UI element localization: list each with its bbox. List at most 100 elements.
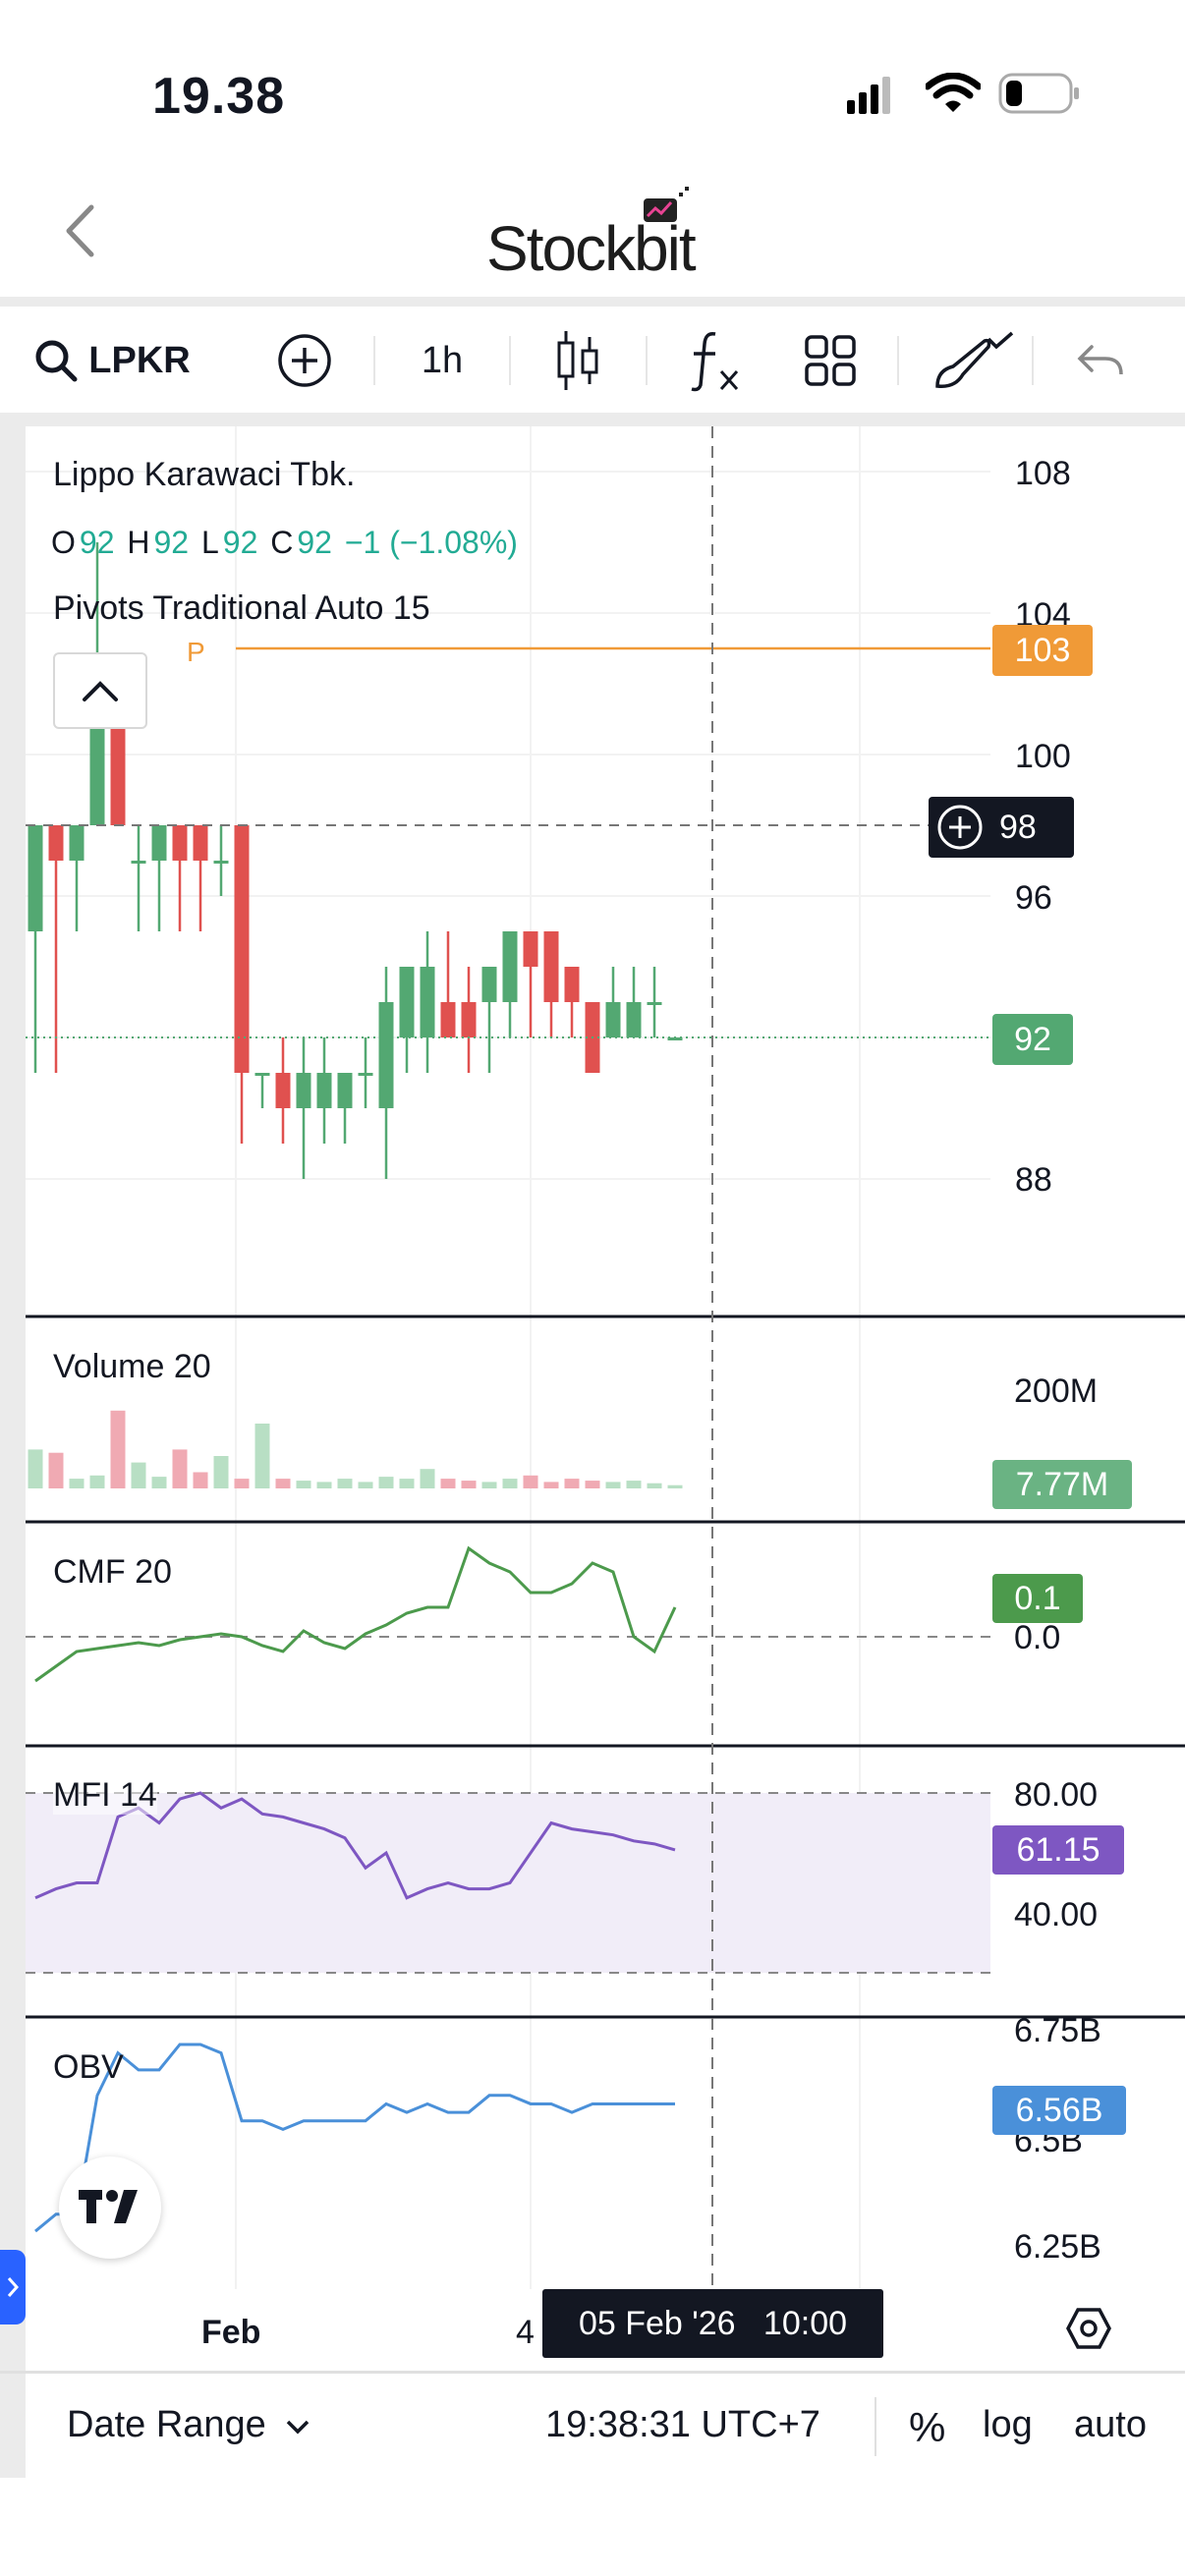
symbol-name: Lippo Karawaci Tbk.	[53, 456, 356, 493]
candle	[69, 825, 85, 931]
volume-bar	[234, 1479, 250, 1488]
date-range-button[interactable]: Date Range	[67, 2404, 311, 2446]
collapse-legend-button[interactable]	[53, 652, 147, 729]
candle	[193, 825, 208, 931]
compare-symbol-button[interactable]	[265, 307, 344, 415]
undo-button[interactable]	[1051, 307, 1150, 415]
volume-bar	[543, 1482, 559, 1488]
tradingview-logo[interactable]	[59, 2156, 161, 2259]
volume-bar	[172, 1449, 188, 1488]
cmf-line	[34, 1545, 677, 1683]
candles-icon	[557, 331, 597, 390]
header-separator	[0, 297, 1185, 307]
volume-bar	[28, 1449, 43, 1488]
volume-bar	[131, 1462, 146, 1488]
ticker-label: LPKR	[88, 339, 191, 381]
volume-bar	[193, 1472, 208, 1488]
candle	[378, 967, 394, 1179]
candle	[605, 967, 621, 1037]
candle	[296, 1037, 311, 1179]
interval-button[interactable]: 1h	[421, 339, 464, 381]
volume-bar	[48, 1452, 64, 1488]
add-alert-icon[interactable]	[934, 802, 986, 853]
candle	[275, 1037, 291, 1144]
last-price-tag: 92	[992, 1014, 1073, 1065]
chart-toolbar: LPKR 1h	[0, 307, 1185, 415]
chart-type-button[interactable]	[536, 307, 619, 415]
volume-bar	[213, 1456, 229, 1488]
candles	[28, 542, 683, 1179]
c-value: 92	[297, 525, 332, 560]
obv-tick: 6.25B	[1014, 2228, 1101, 2266]
crosshair-time-tag: 05 Feb '26 10:00	[542, 2289, 883, 2358]
chevron-down-icon	[287, 2420, 310, 2435]
volume-tag: 7.77M	[992, 1460, 1132, 1509]
volume-bar	[337, 1479, 353, 1488]
l-value: 92	[222, 525, 258, 560]
volume-bar	[626, 1481, 642, 1488]
candle	[399, 967, 415, 1073]
percent-scale-button[interactable]: %	[909, 2404, 946, 2450]
timezone-clock[interactable]: 19:38:31 UTC+7	[545, 2404, 820, 2445]
drawing-tools-button[interactable]	[919, 307, 1027, 415]
tradingview-icon	[79, 2190, 138, 2223]
layout-button[interactable]	[786, 307, 875, 415]
obv-title[interactable]: OBV	[53, 2048, 124, 2086]
o-value: 92	[79, 525, 115, 560]
pivots-legend[interactable]: Pivots Traditional Auto 15	[53, 589, 430, 627]
volume-bar	[316, 1482, 332, 1488]
stockbit-logo: Stockbit	[486, 187, 703, 285]
auto-scale-button[interactable]: auto	[1074, 2404, 1147, 2445]
settings-icon[interactable]	[1066, 2306, 1111, 2351]
log-scale-button[interactable]: log	[983, 2404, 1033, 2445]
candle	[213, 825, 229, 896]
toolbar-separator	[0, 413, 1185, 426]
candle	[234, 825, 250, 1144]
volume-bar	[481, 1482, 497, 1488]
battery-icon	[998, 73, 1079, 114]
price-tick: 108	[1015, 455, 1071, 492]
candle	[543, 931, 559, 1037]
time-label-4: 4	[516, 2314, 535, 2351]
candle	[647, 967, 662, 1037]
candle	[28, 825, 43, 1073]
date-range-label: Date Range	[67, 2404, 266, 2445]
crosshair-price-tag[interactable]: 98	[929, 797, 1074, 858]
time-label-feb: Feb	[201, 2314, 261, 2351]
candle	[440, 931, 456, 1037]
side-panel-toggle[interactable]	[0, 2250, 26, 2324]
candle	[172, 825, 188, 931]
change-value: −1 (−1.08%)	[344, 525, 518, 560]
obv-tick: 6.75B	[1014, 2012, 1101, 2049]
mfi-title[interactable]: MFI 14	[53, 1776, 157, 1815]
back-icon[interactable]	[57, 201, 106, 260]
function-icon	[691, 331, 738, 392]
volume-title[interactable]: Volume 20	[53, 1348, 211, 1385]
volume-bar	[89, 1475, 105, 1488]
grid-icon	[805, 335, 856, 386]
status-time: 19.38	[152, 68, 286, 125]
cmf-title[interactable]: CMF 20	[53, 1553, 172, 1591]
price-tick: 88	[1015, 1161, 1052, 1199]
cmf-tick: 0.0	[1014, 1619, 1061, 1656]
indicators-button[interactable]	[668, 307, 762, 415]
c-label: C	[270, 525, 294, 560]
symbol-search-button[interactable]: LPKR	[24, 307, 200, 415]
volume-bar	[440, 1479, 456, 1488]
logo-mark-icon	[644, 187, 689, 222]
pivot-p-label: P	[187, 637, 205, 667]
signal-icon	[847, 77, 890, 114]
candle	[420, 931, 435, 1073]
logo-text: Stockbit	[486, 213, 697, 284]
volume-bar	[605, 1482, 621, 1488]
candle	[48, 825, 64, 1073]
candle	[564, 967, 580, 1037]
candle	[502, 931, 518, 1037]
chart-canvas[interactable]	[0, 0, 1185, 2371]
o-label: O	[51, 525, 76, 560]
cmf-tag: 0.1	[992, 1574, 1083, 1623]
volume-bar	[420, 1469, 435, 1488]
volume-bar	[564, 1479, 580, 1488]
mfi-tick: 80.00	[1014, 1776, 1099, 1814]
candle	[626, 967, 642, 1037]
